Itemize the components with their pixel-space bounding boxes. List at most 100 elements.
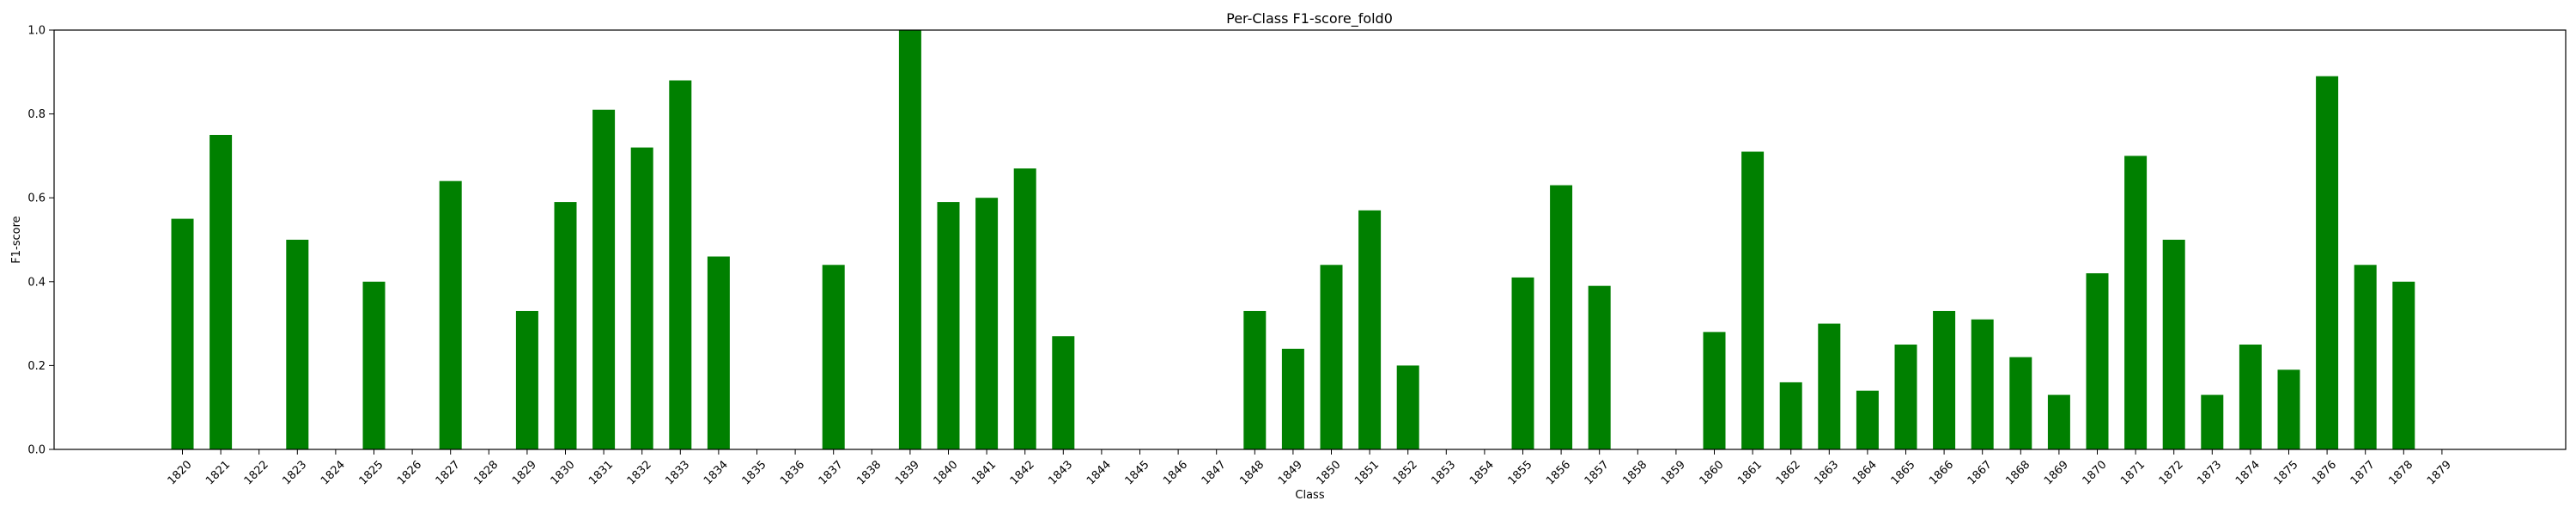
bar-1860 <box>1703 332 1726 449</box>
bar-1871 <box>2124 156 2148 449</box>
x-tick-label: 1857 <box>1583 458 1612 487</box>
bar-1834 <box>707 256 730 449</box>
bar-1873 <box>2201 394 2224 449</box>
x-tick-label: 1825 <box>357 458 386 487</box>
x-tick-label: 1834 <box>702 458 731 487</box>
y-tick-label: 0.4 <box>27 276 46 289</box>
y-tick-label: 0.8 <box>27 108 46 121</box>
x-tick-label: 1847 <box>1200 458 1229 487</box>
x-tick-label: 1824 <box>319 458 348 487</box>
bar-1862 <box>1779 382 1802 449</box>
y-axis-label: F1-score <box>10 216 23 263</box>
bar-1848 <box>1243 310 1267 449</box>
plot-frame <box>53 29 2567 450</box>
bar-1839 <box>898 30 921 449</box>
bar-1867 <box>1971 319 1994 449</box>
bars-group <box>171 30 2415 450</box>
y-axis-ticks: 0.0 0.2 0.4 0.6 0.8 1.0 <box>27 25 54 457</box>
bar-1868 <box>2009 357 2032 449</box>
bar-1866 <box>1933 310 1956 449</box>
bar-1820 <box>171 218 194 449</box>
x-tick-label: 1856 <box>1544 458 1573 487</box>
bar-1852 <box>1396 365 1419 449</box>
x-tick-label: 1822 <box>242 458 271 487</box>
bar-1878 <box>2392 281 2415 449</box>
x-tick-label: 1841 <box>969 458 999 487</box>
x-tick-label: 1866 <box>1927 458 1956 487</box>
bar-1863 <box>1818 323 1841 449</box>
bar-1830 <box>554 202 577 449</box>
bar-1869 <box>2047 394 2070 449</box>
x-tick-label: 1870 <box>2081 458 2110 487</box>
x-tick-label: 1851 <box>1352 458 1382 487</box>
x-tick-label: 1849 <box>1276 458 1305 487</box>
bar-1842 <box>1013 168 1036 450</box>
x-tick-label: 1863 <box>1812 458 1841 487</box>
bar-1875 <box>2277 369 2300 449</box>
bar-1849 <box>1281 348 1304 449</box>
x-tick-label: 1838 <box>854 458 884 487</box>
x-tick-label: 1879 <box>2425 458 2454 487</box>
x-tick-label: 1861 <box>1735 458 1765 487</box>
y-tick-label: 1.0 <box>27 25 46 38</box>
bar-1864 <box>1856 390 1879 449</box>
chart-title: Per-Class F1-score_fold0 <box>1226 10 1393 27</box>
x-tick-label: 1839 <box>893 458 922 487</box>
x-tick-label: 1821 <box>204 458 233 487</box>
bar-1851 <box>1358 210 1382 449</box>
bar-1841 <box>975 198 999 449</box>
x-tick-label: 1848 <box>1237 458 1267 487</box>
x-tick-label: 1830 <box>549 458 578 487</box>
bar-1827 <box>439 180 462 449</box>
x-tick-label: 1872 <box>2157 458 2186 487</box>
bar-1857 <box>1588 285 1611 449</box>
x-tick-label: 1846 <box>1161 458 1190 487</box>
bar-1874 <box>2239 345 2262 449</box>
x-tick-label: 1853 <box>1429 458 1458 487</box>
bar-1850 <box>1320 265 1343 449</box>
bar-1833 <box>669 80 692 449</box>
bar-1829 <box>515 310 538 449</box>
bar-1831 <box>592 109 616 449</box>
x-tick-label: 1842 <box>1008 458 1037 487</box>
x-tick-label: 1831 <box>586 458 616 487</box>
bar-1823 <box>286 240 309 449</box>
x-tick-label: 1837 <box>817 458 846 487</box>
x-tick-label: 1868 <box>2003 458 2032 487</box>
x-tick-label: 1873 <box>2195 458 2224 487</box>
x-tick-label: 1835 <box>740 458 769 487</box>
x-tick-label: 1864 <box>1850 458 1880 487</box>
x-tick-label: 1827 <box>434 458 463 487</box>
x-tick-label: 1840 <box>932 458 961 487</box>
x-tick-label: 1850 <box>1315 458 1344 487</box>
x-tick-label: 1828 <box>471 458 501 487</box>
x-tick-label: 1867 <box>1965 458 1995 487</box>
bar-1837 <box>822 265 845 449</box>
x-tick-label: 1874 <box>2233 458 2263 487</box>
x-tick-label: 1833 <box>663 458 692 487</box>
x-tick-label: 1865 <box>1889 458 1918 487</box>
x-tick-label: 1836 <box>778 458 807 487</box>
x-tick-label: 1862 <box>1774 458 1803 487</box>
x-axis-label: Class <box>1295 489 1324 502</box>
bar-1877 <box>2354 265 2377 449</box>
x-tick-label: 1826 <box>395 458 424 487</box>
bar-1855 <box>1511 277 1534 449</box>
bar-1876 <box>2316 76 2339 450</box>
x-tick-label: 1876 <box>2310 458 2339 487</box>
bar-1821 <box>210 135 233 449</box>
x-tick-label: 1843 <box>1046 458 1075 487</box>
x-tick-label: 1855 <box>1506 458 1535 487</box>
x-tick-label: 1860 <box>1698 458 1727 487</box>
x-tick-label: 1877 <box>2348 458 2378 487</box>
bar-1843 <box>1052 336 1075 449</box>
x-tick-label: 1829 <box>510 458 539 487</box>
x-tick-label: 1845 <box>1123 458 1152 487</box>
bar-1865 <box>1894 345 1917 449</box>
x-tick-label: 1820 <box>166 458 195 487</box>
x-tick-label: 1875 <box>2272 458 2301 487</box>
bar-1832 <box>630 147 653 449</box>
bar-1825 <box>362 281 386 449</box>
y-tick-label: 0.2 <box>27 360 46 373</box>
bar-1856 <box>1550 185 1573 449</box>
